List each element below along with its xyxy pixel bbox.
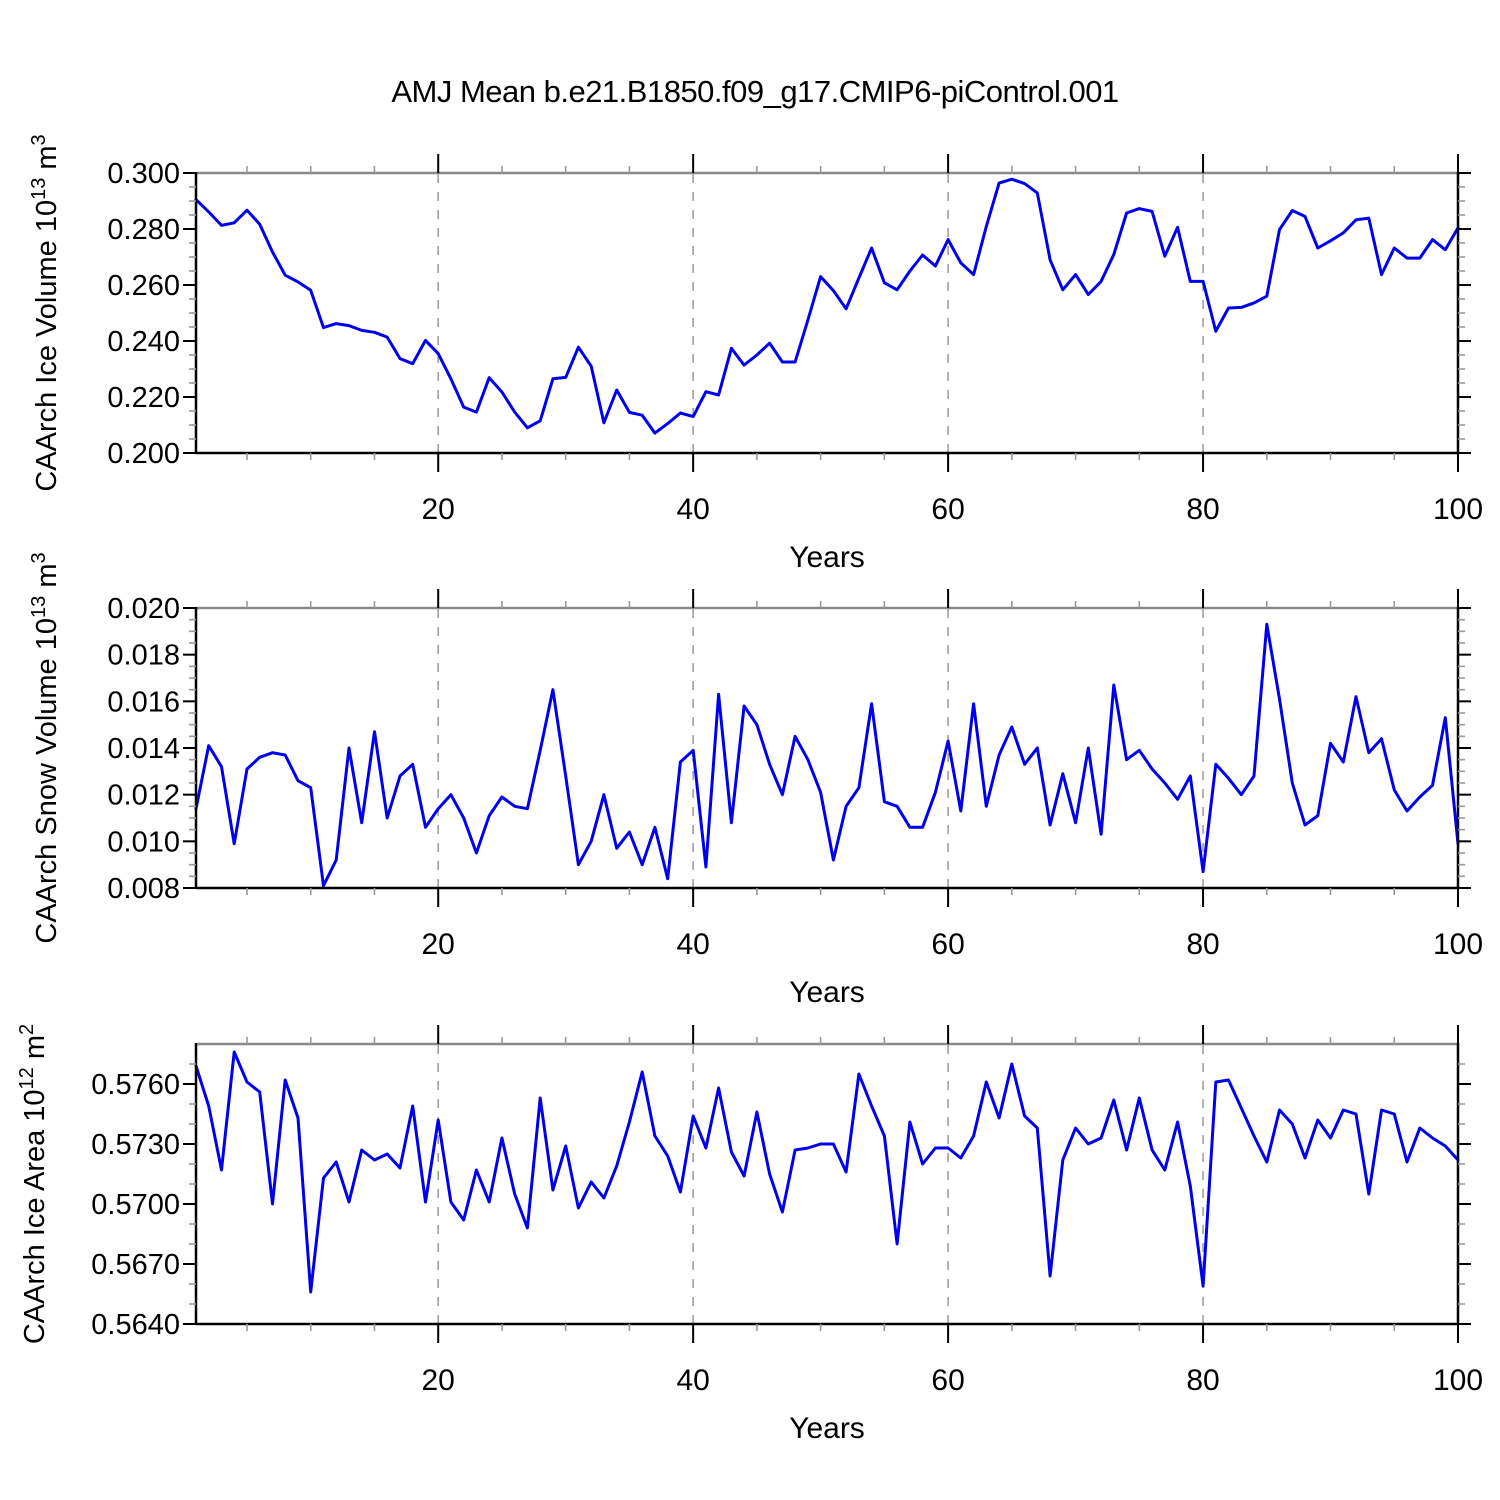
ice-volume-xtick-label: 20: [422, 493, 455, 526]
chart-panel-snow-volume: 0.008 0.010 0.012 0.014 0.016 0.018 0.020 20 40 6…: [28, 552, 1483, 1009]
ice-volume-labels: 0.200 0.220 0.240 0.260 0.280 0.300 20 40 60 80 10…: [107, 158, 1483, 574]
snow-volume-xaxis-title: Years: [789, 976, 865, 1009]
ice-volume-ytick-label: 0.240: [107, 326, 180, 358]
ice-area-xaxis-title: Years: [789, 1412, 865, 1445]
snow-volume-labels: 0.008 0.010 0.012 0.014 0.016 0.018 0.020 20 40 6…: [107, 593, 1483, 1009]
ice-volume-ytick-label: 0.280: [107, 214, 180, 246]
ice-area-ytick-label: 0.5760: [91, 1069, 180, 1101]
snow-volume-ytick-label: 0.010: [107, 826, 180, 858]
snow-volume-xtick-label: 20: [422, 928, 455, 961]
ice-volume-xtick-label: 60: [931, 493, 964, 526]
ice-volume-ytick-label: 0.260: [107, 270, 180, 302]
ice-volume-yaxis-title: CAArch Ice Volume 1013 m3: [28, 134, 63, 491]
snow-volume-ytick-label: 0.018: [107, 640, 180, 672]
ice-area-ytick-label: 0.5700: [91, 1189, 180, 1221]
ice-area-yaxis-title: CAArch Ice Area 1012 m2: [16, 1024, 51, 1344]
snow-volume-ytick-label: 0.020: [107, 593, 180, 625]
snow-volume-yaxis-title: CAArch Snow Volume 1013 m3: [28, 552, 63, 943]
snow-volume-xtick-label: 100: [1433, 928, 1483, 961]
ice-area-xtick-label: 20: [422, 1364, 455, 1397]
ice-volume-xtick-label: 40: [676, 493, 709, 526]
ice-area-ticks: [183, 1025, 1471, 1343]
chart-panel-ice-volume: 0.200 0.220 0.240 0.260 0.280 0.300 20 40 60 80 10…: [28, 134, 1483, 574]
ice-volume-ticks: [183, 154, 1471, 472]
snow-volume-xtick-label: 80: [1186, 928, 1219, 961]
ice-area-xtick-label: 100: [1433, 1364, 1483, 1397]
ice-area-xtick-label: 40: [676, 1364, 709, 1397]
snow-volume-frame: [194, 606, 1460, 890]
ice-area-ytick-label: 0.5640: [91, 1309, 180, 1341]
ice-volume-ytick-label: 0.220: [107, 382, 180, 414]
ice-volume-frame: [194, 171, 1460, 455]
ice-area-xtick-label: 80: [1186, 1364, 1219, 1397]
chart-panel-ice-area: 0.5640 0.5670 0.5700 0.5730 0.5760 20 40 60 80 10…: [16, 1024, 1483, 1445]
snow-volume-ytick-label: 0.016: [107, 686, 180, 718]
ice-volume-xtick-label: 100: [1433, 493, 1483, 526]
ice-volume-ytick-label: 0.200: [107, 438, 180, 470]
snow-volume-xtick-label: 60: [931, 928, 964, 961]
ice-area-xtick-label: 60: [931, 1364, 964, 1397]
snow-volume-ytick-label: 0.012: [107, 780, 180, 812]
ice-area-series-line: [194, 1050, 1460, 1294]
ice-volume-gridlines: [437, 174, 1204, 452]
snow-volume-series-line: [194, 622, 1460, 888]
figure-title: AMJ Mean b.e21.B1850.f09_g17.CMIP6-piCon…: [391, 74, 1119, 109]
snow-volume-ticks: [183, 589, 1471, 907]
snow-volume-ytick-label: 0.008: [107, 873, 180, 905]
ice-area-ytick-label: 0.5730: [91, 1129, 180, 1161]
ice-area-frame: [194, 1042, 1460, 1326]
snow-volume-ytick-label: 0.014: [107, 733, 180, 765]
ice-volume-xaxis-title: Years: [789, 541, 865, 574]
ice-volume-xtick-label: 80: [1186, 493, 1219, 526]
ice-area-labels: 0.5640 0.5670 0.5700 0.5730 0.5760 20 40 60 80 10…: [91, 1069, 1483, 1445]
ice-volume-series-line: [194, 177, 1460, 435]
ice-volume-ytick-label: 0.300: [107, 158, 180, 190]
snow-volume-xtick-label: 40: [676, 928, 709, 961]
ice-area-ytick-label: 0.5670: [91, 1249, 180, 1281]
